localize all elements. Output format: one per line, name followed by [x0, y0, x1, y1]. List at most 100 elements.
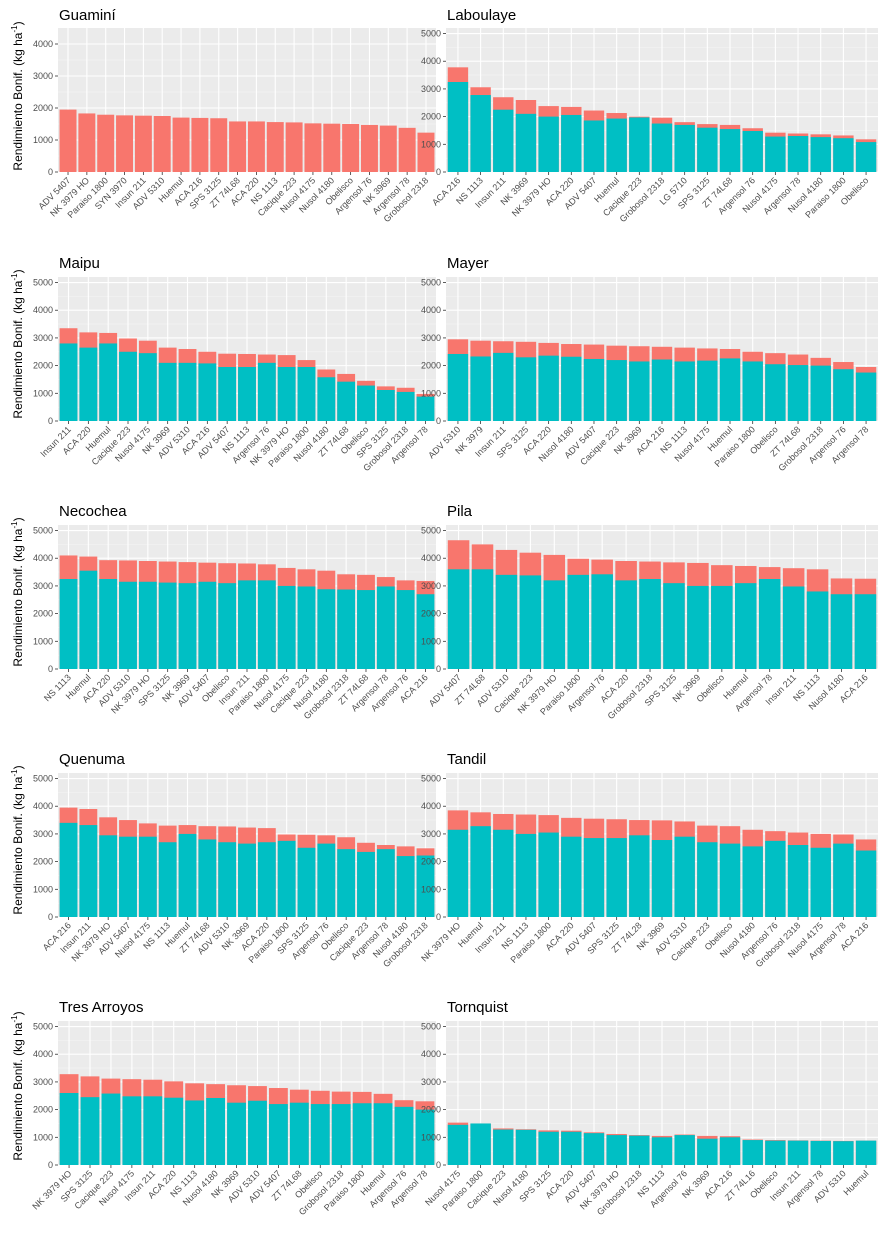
- bar-base-insun-211: [493, 109, 514, 172]
- bar-base-adv-5310: [447, 353, 469, 421]
- bar-base-sps-3125: [663, 583, 685, 669]
- bar-base-adv-5407: [583, 838, 605, 917]
- bar-base-adv-5310: [218, 842, 237, 917]
- bar-base-paraiso-1800: [833, 138, 854, 172]
- bar-base-nk-3969: [227, 1102, 246, 1165]
- y-tick-label: 4000: [33, 305, 53, 315]
- bar-base-obelisco: [765, 364, 786, 421]
- y-tick-label: 2000: [33, 103, 53, 113]
- y-axis-label-row1: Rendimiento Bonif. (kg ha-1): [10, 21, 25, 170]
- y-tick-label: 4000: [421, 1049, 441, 1059]
- bar-base-adv-5310: [248, 1100, 267, 1165]
- bar-base-paraiso-1800: [277, 840, 296, 917]
- y-tick-label: 5000: [421, 1022, 441, 1032]
- bar-base-aca-220: [538, 355, 559, 421]
- bar-base-ns-1113: [185, 1100, 205, 1165]
- bar-base-aca-216: [198, 363, 217, 421]
- bar-base-nusol-4175: [765, 136, 786, 172]
- bar-base-obelisco: [357, 385, 375, 421]
- bar-base-nk-3979-ho: [277, 367, 296, 421]
- y-axis-label-row4: Rendimiento Bonif. (kg ha-1): [10, 765, 25, 914]
- panel-title: Tres Arroyos: [59, 999, 143, 1016]
- bar-base-nk-3979-ho: [59, 1093, 79, 1165]
- y-tick-label: 0: [436, 167, 441, 177]
- bar-base-nusol-4180: [810, 137, 831, 172]
- bar-total-nk-3969: [379, 125, 397, 172]
- bar-base-nusol-4175: [810, 847, 831, 917]
- bar-base-argensol-76: [317, 843, 336, 917]
- bar-base-paraiso-1800: [297, 367, 316, 421]
- bar-base-aca-220: [99, 579, 118, 669]
- bar-base-grobosol-2318: [416, 855, 435, 917]
- bar-base-nk-3969: [651, 840, 673, 917]
- y-tick-label: 1000: [33, 135, 53, 145]
- y-tick-label: 3000: [33, 829, 53, 839]
- bar-base-zt-74l68: [289, 1102, 309, 1165]
- bar-base-huemul: [734, 583, 757, 669]
- bar-base-aca-216: [416, 594, 435, 669]
- bar-base-nusol-4175: [138, 353, 157, 421]
- bar-base-nusol-4180: [206, 1097, 226, 1165]
- bar-total-argensol-76: [360, 124, 378, 172]
- y-tick-label: 5000: [33, 278, 53, 288]
- y-tick-label: 0: [48, 416, 53, 426]
- bar-base-nusol-4175: [277, 585, 296, 669]
- bar-base-grobosol-2318: [639, 579, 661, 669]
- bar-total-adv-5310: [153, 116, 171, 172]
- bar-base-argensol-76: [833, 369, 854, 421]
- bar-base-aca-216: [719, 1137, 741, 1165]
- bar-base-aca-220: [561, 1131, 582, 1165]
- bar-base-aca-220: [561, 114, 582, 172]
- bar-base-zt-74l28: [629, 835, 650, 917]
- bar-base-aca-216: [651, 359, 673, 421]
- bar-base-adv-5310: [833, 1141, 854, 1165]
- bar-base-adv-5407: [583, 358, 605, 421]
- y-tick-label: 0: [48, 167, 53, 177]
- bar-base-adv-5310: [674, 836, 695, 917]
- bar-base-nk-3979-ho: [543, 580, 566, 669]
- bar-base-argensol-76: [396, 590, 415, 669]
- bar-base-cacique-223: [697, 842, 718, 917]
- bar-base-adv-5310: [178, 362, 197, 421]
- bar-base-lg-5710: [674, 124, 695, 172]
- y-tick-label: 2000: [421, 112, 441, 122]
- y-tick-label: 0: [436, 416, 441, 426]
- bar-base-aca-216: [854, 594, 877, 669]
- bar-total-zt-74l68: [229, 121, 247, 172]
- bar-base-grobosol-2318: [629, 1135, 650, 1165]
- y-tick-label: 0: [48, 1160, 53, 1170]
- bar-base-obelisco: [218, 583, 237, 669]
- bar-base-sps-3125: [538, 1131, 559, 1165]
- bar-total-nk-3979-ho: [78, 113, 96, 172]
- y-tick-label: 4000: [33, 553, 53, 563]
- y-tick-label: 3000: [33, 581, 53, 591]
- y-tick-label: 0: [48, 664, 53, 674]
- bar-total-argensol-78: [398, 127, 416, 172]
- bar-total-nusol-4180: [323, 123, 341, 172]
- bar-base-aca-220: [164, 1097, 184, 1165]
- bar-base-argensol-78: [376, 849, 395, 917]
- y-tick-label: 4000: [421, 553, 441, 563]
- bar-base-argensol-78: [758, 579, 781, 669]
- bar-base-nusol-4175: [138, 836, 157, 917]
- bar-base-huemul: [606, 118, 627, 172]
- panel-title: Guaminí: [59, 7, 117, 24]
- panel-title: Tornquist: [447, 999, 509, 1016]
- bar-base-nusol-4175: [447, 1124, 469, 1165]
- bar-base-paraiso-1800: [470, 1123, 491, 1165]
- panel-title: Pila: [447, 503, 473, 520]
- panel-title: Quenuma: [59, 751, 126, 768]
- y-tick-label: 4000: [33, 801, 53, 811]
- y-tick-label: 0: [436, 1160, 441, 1170]
- bar-base-ns-1113: [515, 833, 537, 917]
- bar-base-adv-5407: [583, 1133, 605, 1165]
- y-tick-label: 5000: [33, 526, 53, 536]
- bar-base-aca-216: [447, 82, 469, 172]
- y-tick-label: 1000: [421, 1132, 441, 1142]
